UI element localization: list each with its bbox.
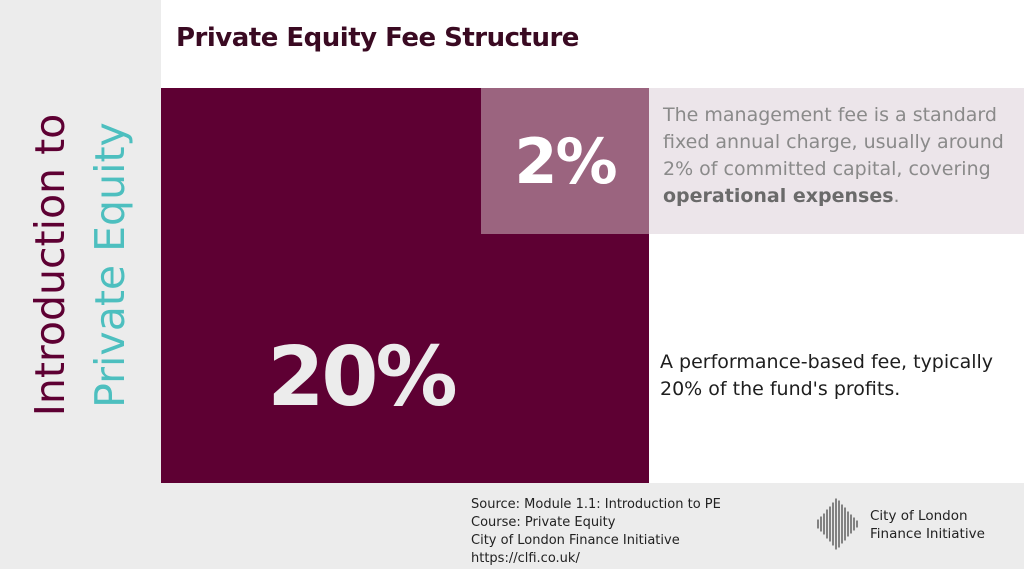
vertical-title-line2: Private Equity — [86, 122, 134, 408]
management-fee-block: 2% — [481, 88, 649, 234]
vertical-title-line1: Introduction to — [26, 113, 74, 417]
header: Private Equity Fee Structure — [161, 0, 1024, 88]
vertical-title: Introduction to Private Equity — [20, 114, 140, 416]
performance-fee-description: A performance-based fee, typically 20% o… — [660, 351, 994, 400]
page-title: Private Equity Fee Structure — [176, 23, 579, 53]
website-link[interactable]: https://clfi.co.uk/ — [471, 551, 580, 566]
clfi-logo-icon — [817, 498, 858, 550]
performance-fee-panel: A performance-based fee, typically 20% o… — [649, 234, 1024, 483]
institution-line: City of London Finance Initiative — [471, 533, 680, 548]
course-line: Course: Private Equity — [471, 515, 616, 530]
source-info: Source: Module 1.1: Introduction to PE C… — [471, 496, 721, 568]
org-line1: City of London — [870, 508, 968, 524]
management-fee-description: The management fee is a standard fixed a… — [663, 102, 1018, 210]
organization-name: City of London Finance Initiative — [870, 507, 985, 543]
management-fee-panel: The management fee is a standard fixed a… — [649, 88, 1024, 234]
management-fee-desc-end: . — [893, 185, 900, 207]
source-line: Source: Module 1.1: Introduction to PE — [471, 497, 721, 512]
management-fee-percent: 2% — [514, 124, 617, 198]
sidebar: Introduction to Private Equity — [0, 0, 161, 569]
org-line2: Finance Initiative — [870, 526, 985, 542]
management-fee-desc-emphasis: operational expenses — [663, 185, 894, 207]
management-fee-desc-text: The management fee is a standard fixed a… — [663, 104, 1004, 180]
performance-fee-percent: 20% — [267, 330, 457, 425]
footer: Source: Module 1.1: Introduction to PE C… — [161, 483, 1024, 569]
